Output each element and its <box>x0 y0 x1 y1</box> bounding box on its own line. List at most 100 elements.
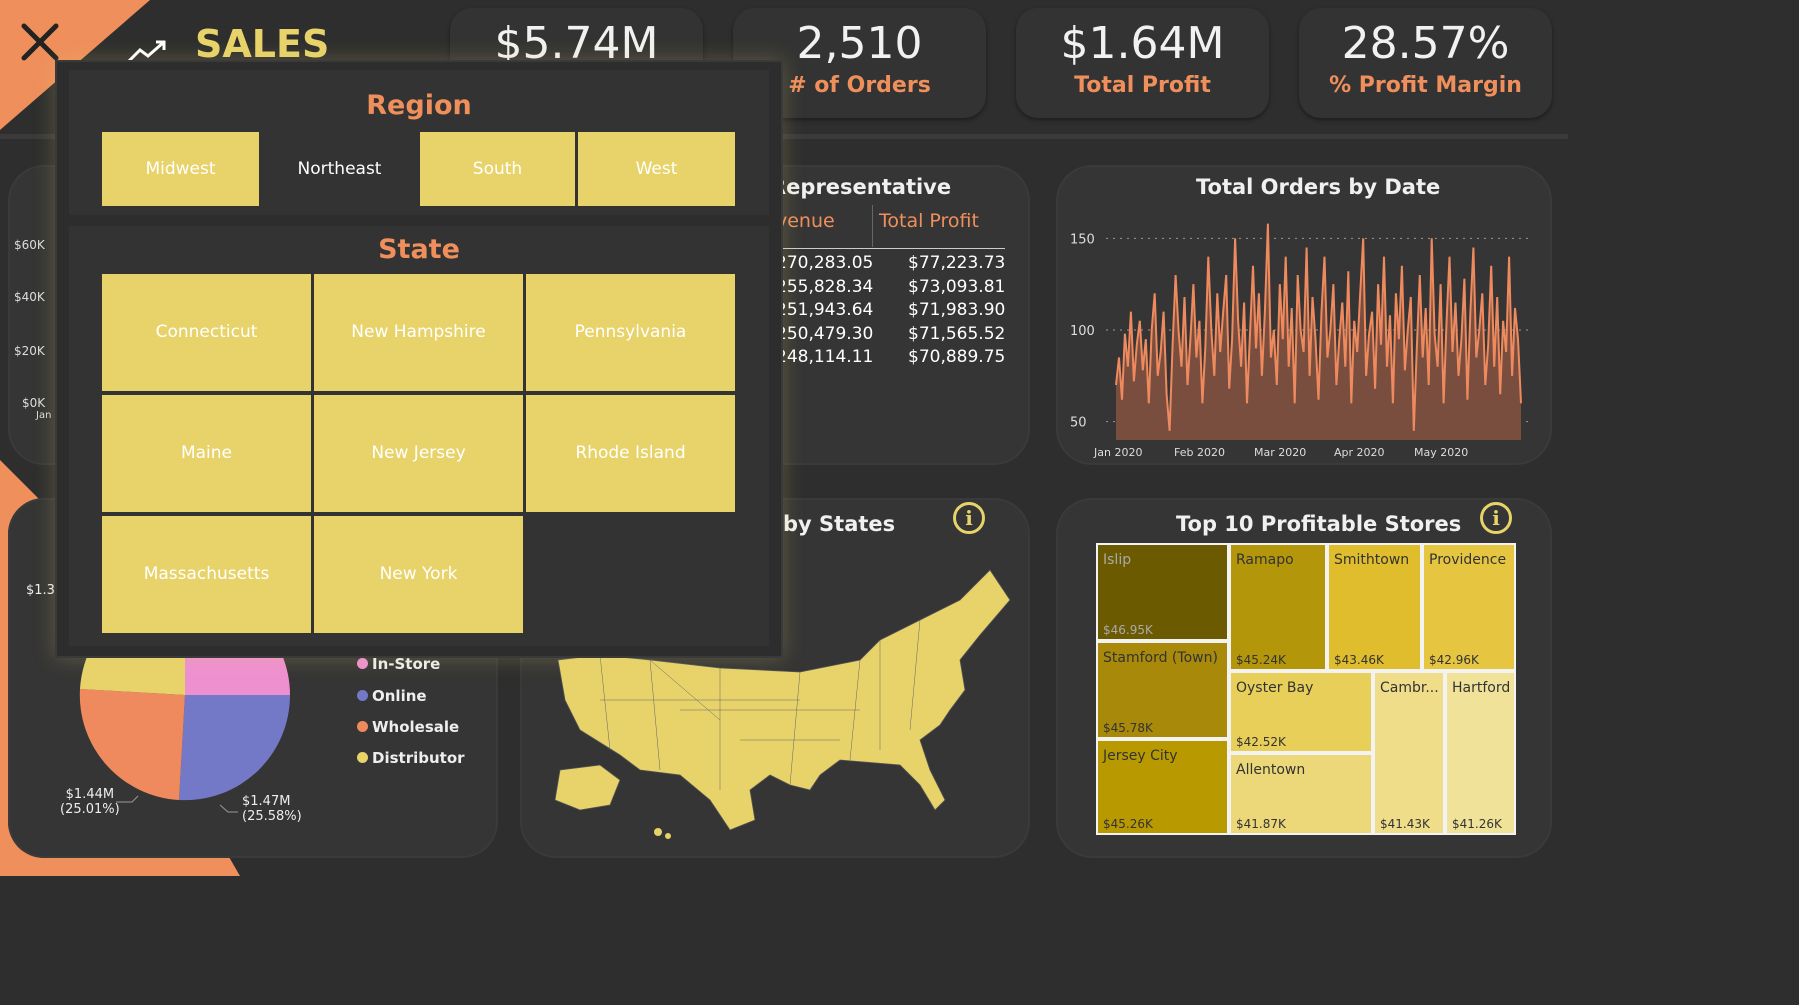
state-tile-new-york[interactable]: New York <box>314 516 523 633</box>
treemap-cell-hartford[interactable]: Hartford $41.26K <box>1445 671 1516 835</box>
treemap-cell-stamford[interactable]: Stamford (Town) $45.78K <box>1096 641 1229 739</box>
orders-line[interactable] <box>1115 223 1522 431</box>
close-button[interactable] <box>20 22 60 62</box>
kpi-value: 2,510 <box>796 18 923 69</box>
treemap-cell-providence[interactable]: Providence $42.96K <box>1422 543 1516 671</box>
store-name: Allentown <box>1236 762 1306 778</box>
region-tile-south[interactable]: South <box>420 132 575 206</box>
pie-label-online: $1.47M (25.58%) <box>242 794 302 824</box>
legend-label: Online <box>372 687 427 705</box>
table-cell: 251,943.64 <box>776 300 874 320</box>
profit-column: $77,223.73 $73,093.81 $71,983.90 $71,565… <box>908 252 1005 370</box>
kpi-card-profit: $1.64M Total Profit <box>1016 8 1269 118</box>
filter-panel: Region Midwest Northeast South West Stat… <box>55 60 783 658</box>
kpi-card-margin: 28.57% % Profit Margin <box>1299 8 1552 118</box>
treemap-cell-jersey-city[interactable]: Jersey City $45.26K <box>1096 739 1229 835</box>
us-states-map[interactable] <box>540 560 1020 850</box>
state-tile-massachusetts[interactable]: Massachusetts <box>102 516 311 633</box>
treemap-cell-islip[interactable]: Islip $46.95K <box>1096 543 1229 641</box>
store-value: $41.26K <box>1452 817 1502 831</box>
revenue-column: 270,283.05 255,828.34 251,943.64 250,479… <box>776 252 873 370</box>
legend-dot <box>357 658 368 669</box>
pie-slice-wholesale <box>79 689 185 800</box>
y-tick-label: 100 <box>1070 324 1095 339</box>
treemap-cell-smithtown[interactable]: Smithtown $43.46K <box>1327 543 1422 671</box>
store-name: Oyster Bay <box>1236 680 1314 696</box>
store-name: Stamford (Town) <box>1103 650 1218 666</box>
y-tick: $60K <box>14 238 45 252</box>
state-tile-connecticut[interactable]: Connecticut <box>102 274 311 391</box>
region-tile-midwest[interactable]: Midwest <box>102 132 259 206</box>
state-tile-pennsylvania[interactable]: Pennsylvania <box>526 274 735 391</box>
table-title: Representative <box>770 175 952 199</box>
header-rule <box>770 248 1005 249</box>
legend-item-online[interactable]: Online <box>357 687 427 705</box>
y-tick: $20K <box>14 344 45 358</box>
treemap-cell-cambridge[interactable]: Cambr... $41.43K <box>1373 671 1445 835</box>
legend-item-in-store[interactable]: In-Store <box>357 655 440 673</box>
pie-label-wholesale: $1.44M (25.01%) <box>60 787 120 817</box>
table-cell: $70,889.75 <box>908 347 1006 367</box>
y-tick: $40K <box>14 290 45 304</box>
region-slicer: Region Midwest Northeast South West <box>69 70 769 215</box>
legend-item-distributor[interactable]: Distributor <box>357 749 465 767</box>
store-name: Providence <box>1429 552 1507 568</box>
store-value: $42.52K <box>1236 735 1286 749</box>
store-name: Hartford <box>1452 680 1511 696</box>
store-name: Smithtown <box>1334 552 1410 568</box>
store-name: Islip <box>1103 552 1132 568</box>
header-divider <box>0 134 1568 139</box>
kpi-label: Total Profit <box>1074 73 1211 98</box>
pie-slice-online <box>179 695 291 801</box>
kpi-label: # of Orders <box>788 73 931 98</box>
store-name: Cambr... <box>1380 680 1439 696</box>
legend-dot <box>357 690 368 701</box>
page-title: SALES <box>195 22 330 66</box>
store-value: $45.26K <box>1103 817 1153 831</box>
region-tile-northeast[interactable]: Northeast <box>297 159 382 179</box>
legend-dot <box>357 752 368 763</box>
x-tick-label: May 2020 <box>1414 446 1468 459</box>
orders-area <box>1116 223 1521 440</box>
hawaii-shape[interactable] <box>654 828 662 836</box>
table-cell: $77,223.73 <box>908 253 1006 273</box>
store-name: Ramapo <box>1236 552 1294 568</box>
state-tile-maine[interactable]: Maine <box>102 395 311 512</box>
region-tile-west[interactable]: West <box>578 132 735 206</box>
store-name: Jersey City <box>1103 748 1178 764</box>
hawaii-shape <box>665 833 671 839</box>
table-cell: $71,983.90 <box>908 300 1006 320</box>
close-icon <box>21 23 59 61</box>
info-icon[interactable]: i <box>1480 502 1512 534</box>
state-tile-new-hampshire[interactable]: New Hampshire <box>314 274 523 391</box>
y-tick: $0K <box>22 396 46 410</box>
column-header-profit[interactable]: Total Profit <box>879 210 979 232</box>
kpi-value: $1.64M <box>1060 18 1225 69</box>
x-tick: Jan <box>36 410 52 421</box>
store-value: $45.24K <box>1236 653 1286 667</box>
legend-dot <box>357 721 368 732</box>
legend-item-wholesale[interactable]: Wholesale <box>357 718 459 736</box>
y-tick-label: 50 <box>1070 416 1087 431</box>
treemap-cell-oyster-bay[interactable]: Oyster Bay $42.52K <box>1229 671 1373 753</box>
orders-line-chart: 150 100 50 Jan 2020 Feb 2020 Mar 2020 Apr 2020… <box>1070 223 1533 459</box>
pie-label-pct: (25.01%) <box>60 802 120 817</box>
table-cell: 255,828.34 <box>776 276 874 297</box>
state-tile-new-jersey[interactable]: New Jersey <box>314 395 523 512</box>
column-header-revenue[interactable]: venue <box>776 210 835 232</box>
state-tile-rhode-island[interactable]: Rhode Island <box>526 395 735 512</box>
treemap-cell-allentown[interactable]: Allentown $41.87K <box>1229 753 1373 835</box>
y-tick-label: 150 <box>1070 232 1095 247</box>
table-cell: $71,565.52 <box>908 323 1006 344</box>
stores-treemap: Islip $46.95K Stamford (Town) $45.78K Jers… <box>1096 543 1516 835</box>
treemap-cell-ramapo[interactable]: Ramapo $45.24K <box>1229 543 1327 671</box>
table-cell: $73,093.81 <box>908 276 1006 297</box>
pie-label-pct: (25.58%) <box>242 809 302 824</box>
table-cell: 250,479.30 <box>776 323 874 344</box>
map-title: by States <box>783 512 896 536</box>
x-tick-label: Feb 2020 <box>1174 446 1225 459</box>
info-icon[interactable]: i <box>953 502 985 534</box>
alaska-shape[interactable] <box>554 764 621 811</box>
table-cell: 270,283.05 <box>776 253 874 273</box>
state-borders <box>599 619 921 790</box>
